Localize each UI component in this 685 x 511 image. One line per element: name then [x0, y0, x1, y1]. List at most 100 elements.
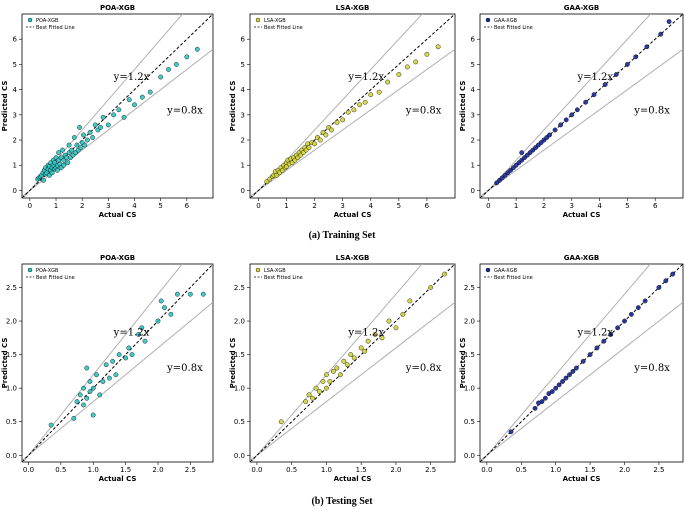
data-points	[264, 44, 441, 185]
y-tick-label: 1	[241, 162, 245, 170]
data-point	[666, 19, 672, 24]
data-point	[100, 114, 106, 120]
data-point	[142, 338, 148, 344]
caption-training: (a) Training Set	[309, 230, 377, 241]
y-tick-label: 2.0	[234, 318, 245, 326]
data-point	[404, 64, 410, 70]
legend-label-fit: Best Fitted Line	[494, 25, 533, 31]
data-point	[670, 271, 676, 277]
y-tick-label: 5	[471, 61, 475, 69]
data-point	[94, 372, 99, 378]
x-tick-label: 5	[625, 202, 629, 210]
y-tick-label: 2.5	[464, 284, 475, 292]
data-point	[303, 399, 308, 404]
data-point	[558, 122, 564, 128]
data-point	[320, 379, 326, 384]
data-point	[66, 142, 72, 148]
data-point	[155, 318, 161, 324]
data-point	[570, 368, 576, 374]
data-point	[87, 379, 93, 384]
annotation-y-1-2x: y=1.2x	[347, 327, 384, 338]
data-point	[168, 311, 174, 317]
x-tick-label: 4	[369, 202, 374, 210]
data-point	[147, 89, 153, 95]
data-point	[628, 311, 634, 317]
y-tick-label: 4	[241, 86, 246, 94]
x-tick-label: 4	[132, 202, 137, 210]
legend-marker	[255, 17, 261, 23]
x-tick-label: 3	[106, 202, 110, 210]
chart-training-1: 0 1 2 3 4 5 6 0 1 2 3 4 5 6 LSA-XGB Actual CS Predicted …	[229, 4, 456, 219]
x-tick-label: 2.0	[390, 466, 401, 474]
x-tick-label: 3	[340, 202, 344, 210]
data-point	[362, 348, 368, 354]
y-tick-label: 1.0	[234, 385, 245, 393]
y-tick-label: 1.5	[464, 351, 475, 359]
data-point	[334, 119, 340, 125]
x-tick-label: 6	[185, 202, 190, 210]
data-point	[365, 338, 371, 344]
data-point	[358, 345, 364, 351]
data-point	[132, 102, 137, 108]
annotation-y-1-2x: y=1.2x	[113, 72, 150, 83]
x-tick-label: 2	[542, 202, 546, 210]
data-point	[103, 362, 109, 368]
x-tick-label: 0	[28, 202, 32, 210]
y-tick-label: 1.5	[234, 351, 245, 359]
x-tick-label: 6	[425, 202, 430, 210]
annotation-y-1-2x: y=1.2x	[576, 72, 613, 83]
y-tick-label: 1	[471, 162, 475, 170]
best-fitted-line	[250, 264, 455, 462]
data-point	[553, 385, 559, 391]
y-tick-label: 5	[241, 61, 245, 69]
data-point	[324, 372, 329, 378]
y-tick-label: 0.0	[464, 452, 475, 460]
data-point	[126, 345, 132, 351]
legend-label-series: POA-XGB	[36, 268, 59, 274]
data-point	[413, 59, 419, 65]
chart-title: LSA-XGB	[336, 254, 370, 262]
x-tick-label: 5	[397, 202, 401, 210]
y-tick-label: 0.5	[464, 418, 475, 426]
data-point	[48, 422, 54, 428]
ref-line-1-2x	[250, 264, 423, 462]
data-point	[111, 112, 116, 118]
annotation-y-0-8x: y=0.8x	[405, 363, 442, 374]
chart-testing-0: 0.0 0.5 1.0 1.5 2.0 2.5 0.0 0.5 1.0 1.5 2.0 2.5 POA-…	[1, 254, 214, 483]
x-tick-label: 4	[597, 202, 602, 210]
data-point	[532, 405, 538, 411]
y-tick-label: 2	[241, 137, 245, 145]
annotation-y-1-2x: y=1.2x	[113, 327, 150, 338]
y-tick-label: 0.5	[6, 418, 17, 426]
x-tick-label: 1.0	[550, 466, 561, 474]
data-point	[372, 332, 378, 337]
best-fitted-line	[480, 264, 683, 462]
data-point	[345, 109, 351, 115]
data-point	[386, 318, 392, 324]
x-tick-label: 0.5	[516, 466, 527, 474]
legend-marker	[255, 267, 261, 273]
data-point	[200, 291, 206, 297]
chart-title: POA-XGB	[100, 4, 135, 12]
chart-title: LSA-XGB	[336, 4, 370, 12]
data-point	[110, 358, 116, 364]
legend-marker	[27, 267, 33, 273]
data-point	[87, 130, 93, 135]
data-point	[351, 107, 357, 113]
data-point	[508, 429, 514, 435]
data-point	[77, 125, 82, 130]
data-point	[552, 127, 558, 133]
chart-title: GAA-XGB	[564, 254, 599, 262]
y-tick-label: 2.0	[464, 318, 475, 326]
data-point	[306, 392, 312, 398]
data-point	[368, 92, 374, 98]
y-tick-label: 0	[471, 187, 475, 195]
y-tick-label: 2.5	[234, 284, 245, 292]
data-point	[61, 162, 67, 168]
x-tick-label: 6	[653, 202, 658, 210]
ref-line-0-8x	[250, 48, 455, 197]
legend-marker	[485, 267, 491, 273]
data-point	[324, 385, 329, 391]
y-tick-label: 1	[13, 162, 17, 170]
x-tick-label: 0.0	[481, 466, 492, 474]
